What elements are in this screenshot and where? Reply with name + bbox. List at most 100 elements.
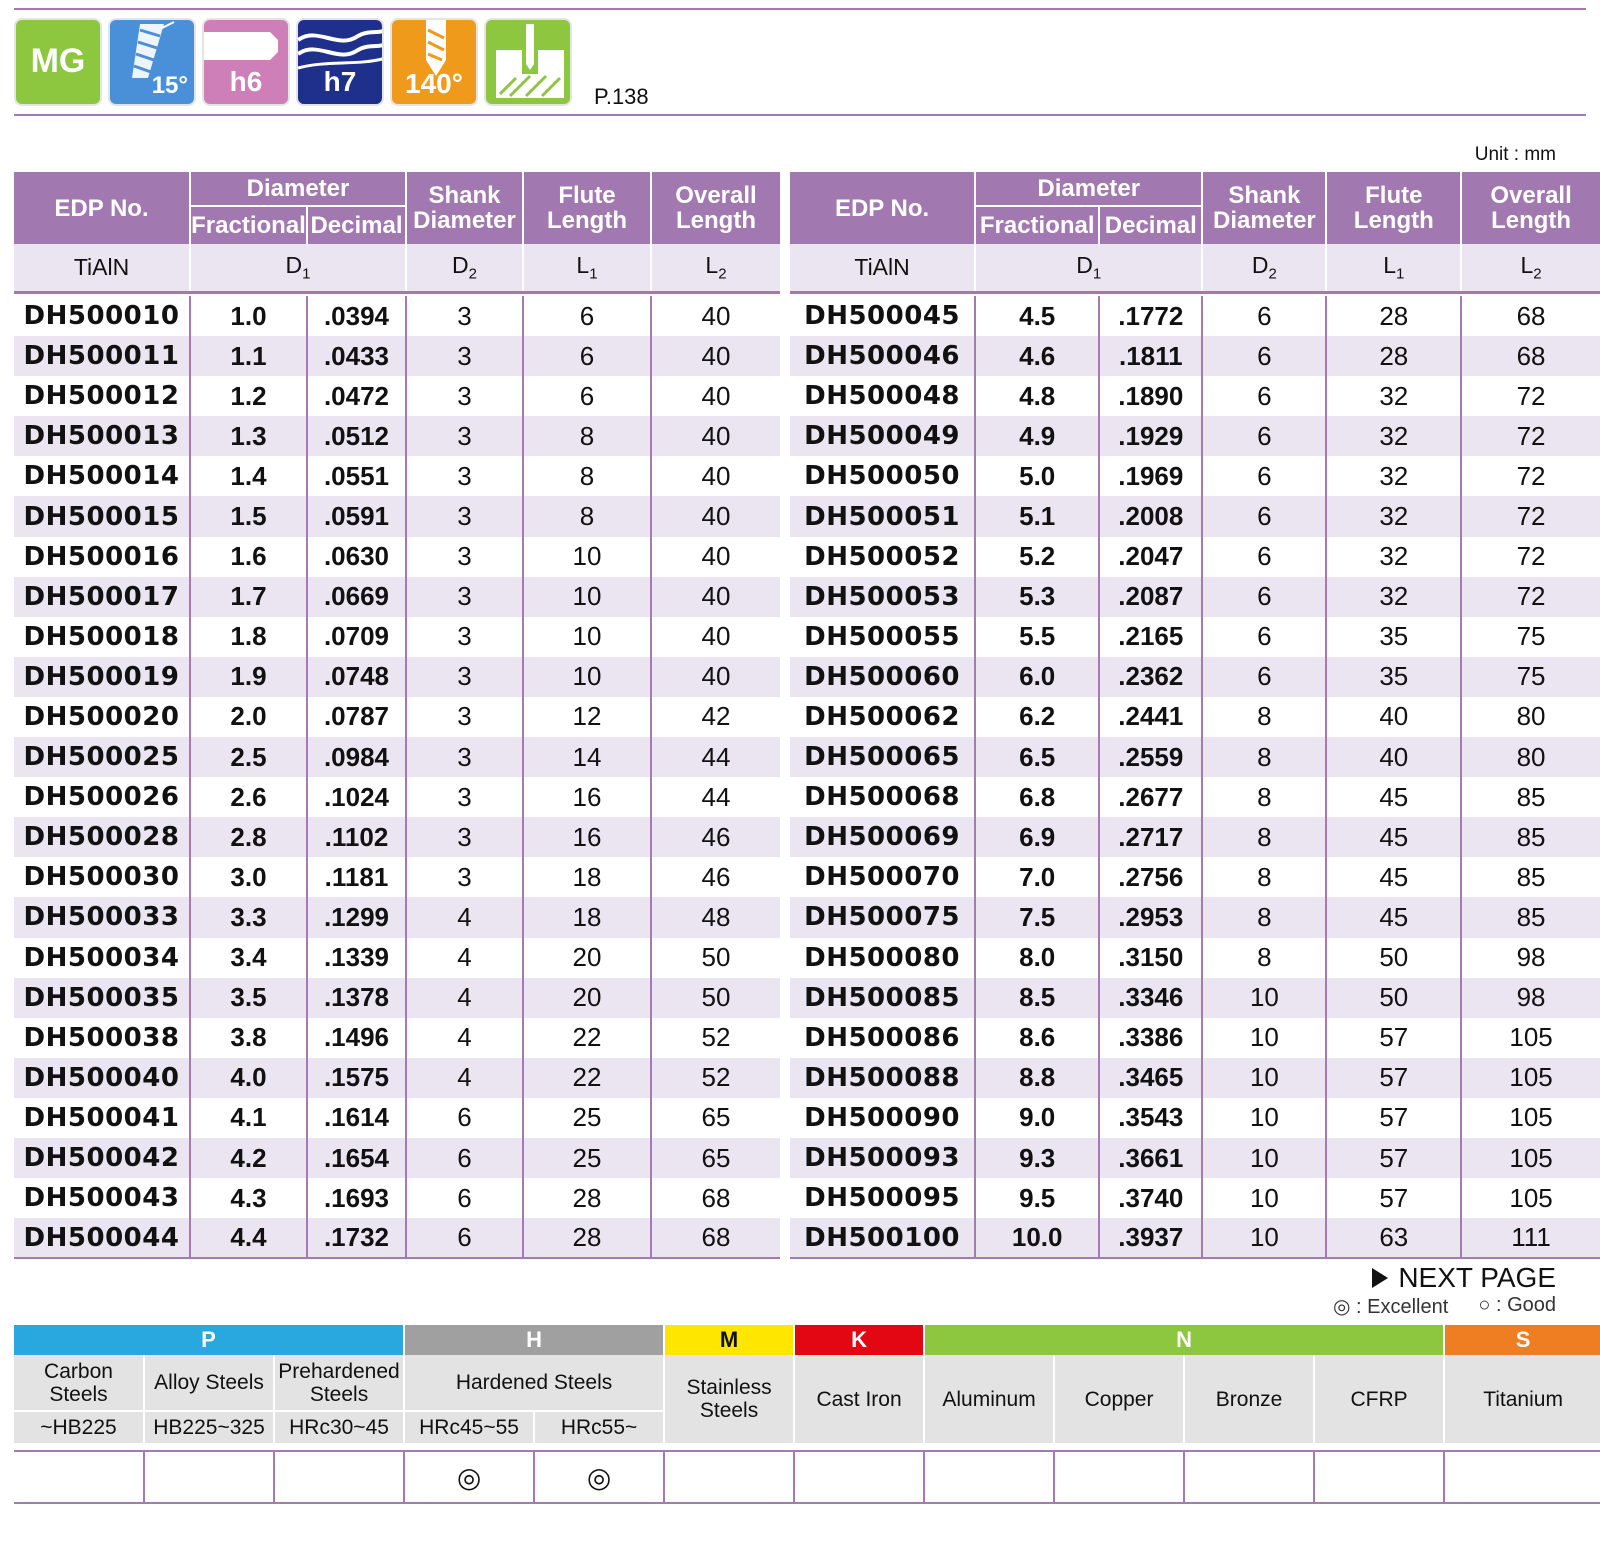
flute-length: 32 [1325, 576, 1462, 617]
flute-length: 63 [1325, 1218, 1462, 1260]
edp-no: DH500020 [14, 696, 190, 738]
fractional-diameter: 4.6 [974, 336, 1100, 377]
table-row: DH500070 7.0.2756 8 45 85 [790, 857, 1600, 898]
shank-diameter: 6 [1201, 376, 1327, 417]
table-row: DH500068 6.8.2677 8 45 85 [790, 777, 1600, 818]
flute-length: 20 [522, 977, 651, 1018]
flute-length: 28 [522, 1218, 651, 1260]
flute-length: 25 [522, 1137, 651, 1179]
overall-length: 85 [1460, 817, 1600, 858]
overall-length: 72 [1460, 456, 1600, 497]
header-rule [14, 114, 1586, 116]
shank-diameter: 6 [1201, 456, 1327, 497]
edp-header: EDP No. [790, 172, 976, 244]
overall-length: 50 [650, 937, 780, 978]
shank-diameter: 10 [1201, 1218, 1327, 1260]
next-page-link[interactable]: NEXT PAGE [1372, 1262, 1556, 1294]
table-row: DH500018 1.8.0709 3 10 40 [14, 616, 780, 657]
overall-length: 72 [1460, 416, 1600, 457]
shank-diameter: 3 [405, 656, 523, 697]
edp-no: DH500040 [14, 1057, 190, 1098]
fractional-diameter: 2.6 [189, 777, 307, 818]
fractional-diameter: 5.2 [974, 536, 1100, 577]
drill-point-icon [426, 20, 446, 76]
decimal-header: Decimal [1098, 205, 1203, 244]
decimal-diameter: .3740 [1098, 1178, 1203, 1219]
page-reference[interactable]: P.138 [594, 84, 649, 109]
overall-length: 72 [1460, 576, 1600, 617]
overall-length: 65 [650, 1137, 780, 1179]
decimal-diameter: .3150 [1098, 937, 1203, 978]
overall-length: 85 [1460, 897, 1600, 938]
top-rule [14, 8, 1586, 10]
overall-length: 68 [650, 1218, 780, 1260]
shank-diameter: 3 [405, 376, 523, 417]
decimal-diameter: .1890 [1098, 376, 1203, 417]
shank-diameter: 4 [405, 1057, 523, 1098]
rating-row: ◎ ◎ [14, 1451, 1600, 1504]
shank-diameter: 10 [1201, 1057, 1327, 1098]
range-prehardened: HRc30~45 [272, 1410, 405, 1443]
fractional-diameter: 6.2 [974, 696, 1100, 738]
decimal-diameter: .1693 [306, 1178, 406, 1219]
overall-length: 68 [1460, 336, 1600, 377]
overall-length: 50 [650, 977, 780, 1018]
table-row: DH500050 5.0.1969 6 32 72 [790, 456, 1600, 497]
flute-length: 32 [1325, 416, 1462, 457]
fractional-diameter: 1.8 [189, 616, 307, 657]
table-row: DH500014 1.4.0551 3 8 40 [14, 456, 780, 497]
shank-diameter: 6 [1201, 576, 1327, 617]
rating-cell [1313, 1451, 1445, 1504]
fractional-diameter: 6.9 [974, 817, 1100, 858]
fractional-diameter: 1.4 [189, 456, 307, 497]
material-cfrp: CFRP [1313, 1355, 1445, 1443]
decimal-diameter: .1929 [1098, 416, 1203, 457]
flute-length: 57 [1325, 1017, 1462, 1058]
fractional-diameter: 5.0 [974, 456, 1100, 497]
table-row: DH500030 3.0.1181 3 18 46 [14, 857, 780, 898]
decimal-diameter: .1024 [306, 777, 406, 818]
edp-no: DH500080 [790, 937, 976, 978]
edp-no: DH500088 [790, 1057, 976, 1098]
shank-diameter: 3 [405, 296, 523, 337]
flute-length: 45 [1325, 897, 1462, 938]
shank-diameter: 10 [1201, 1178, 1327, 1219]
shank-diameter: 6 [1201, 616, 1327, 657]
material-hardened-steels: Hardened Steels [403, 1355, 665, 1411]
decimal-diameter: .3386 [1098, 1017, 1203, 1058]
edp-no: DH500042 [14, 1137, 190, 1179]
table-row: DH500033 3.3.1299 4 18 48 [14, 897, 780, 938]
table-row: DH500017 1.7.0669 3 10 40 [14, 576, 780, 617]
flute-length: 28 [522, 1178, 651, 1219]
decimal-diameter: .0591 [306, 496, 406, 537]
material-stainless-steels: Stainless Steels [663, 1355, 795, 1443]
overall-length: 75 [1460, 656, 1600, 697]
decimal-diameter: .0630 [306, 536, 406, 577]
flute-length: 32 [1325, 456, 1462, 497]
edp-no: DH500090 [790, 1097, 976, 1138]
shank-diameter: 8 [1201, 937, 1327, 978]
edp-no: DH500062 [790, 696, 976, 738]
material-bronze: Bronze [1183, 1355, 1315, 1443]
table-row: DH500010 1.0.0394 3 6 40 [14, 296, 780, 337]
overall-length: 40 [650, 576, 780, 617]
shank-diameter: 3 [405, 737, 523, 778]
l2-symbol: L2 [1460, 244, 1600, 294]
fractional-diameter: 7.5 [974, 897, 1100, 938]
overall-length: 105 [1460, 1017, 1600, 1058]
legend-good: ○ : Good [1478, 1294, 1556, 1316]
shank-diameter: 10 [1201, 1137, 1327, 1179]
table-row: DH500088 8.8.3465 10 57 105 [790, 1057, 1600, 1098]
overall-length: 80 [1460, 737, 1600, 778]
overall-length: 44 [650, 737, 780, 778]
edp-no: DH500055 [790, 616, 976, 657]
material-prehardened-steels: Prehardened Steels [272, 1355, 405, 1411]
flute-length: 8 [522, 456, 651, 497]
overall-length: 68 [1460, 296, 1600, 337]
flute-length: 22 [522, 1057, 651, 1098]
range-carbon: ~HB225 [14, 1410, 144, 1443]
flute-length: 50 [1325, 937, 1462, 978]
decimal-diameter: .0709 [306, 616, 406, 657]
table-row: DH500034 3.4.1339 4 20 50 [14, 937, 780, 978]
flute-length-header: Flute Length [522, 172, 651, 244]
